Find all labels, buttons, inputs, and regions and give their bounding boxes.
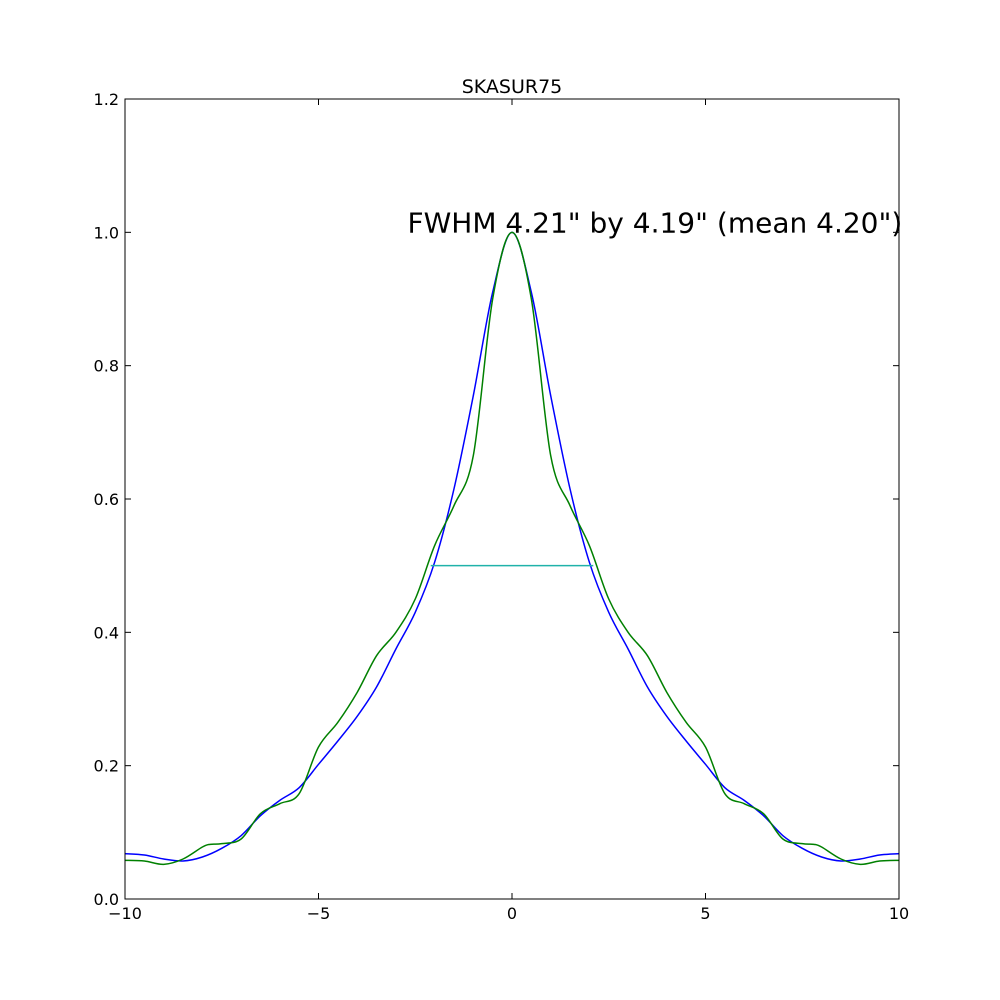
y-tick-label: 0.0	[94, 890, 119, 909]
y-tick-label: 1.0	[94, 223, 119, 242]
chart-title: SKASUR75	[462, 76, 563, 98]
x-tick-label: −10	[108, 904, 142, 923]
y-tick-label: 0.4	[94, 623, 119, 642]
series-line-0	[124, 231, 900, 862]
x-tick-label: 10	[889, 904, 909, 923]
x-tick-label: 0	[507, 904, 517, 923]
y-tick-label: 0.2	[94, 757, 119, 776]
ticks-layer: −10 −5 0 5 10 0.0 0.2 0.4 0.6 0.8 1.0 1.2	[94, 90, 910, 923]
x-tick-label: 5	[700, 904, 710, 923]
y-tick-label: 1.2	[94, 90, 119, 109]
series-layer	[124, 231, 900, 866]
series-line-1	[124, 231, 900, 866]
x-tick-label: −5	[307, 904, 331, 923]
y-tick-label: 0.8	[94, 357, 119, 376]
y-tick-label: 0.6	[94, 490, 119, 509]
fwhm-annotation: FWHM 4.21" by 4.19" (mean 4.20")	[408, 206, 903, 239]
